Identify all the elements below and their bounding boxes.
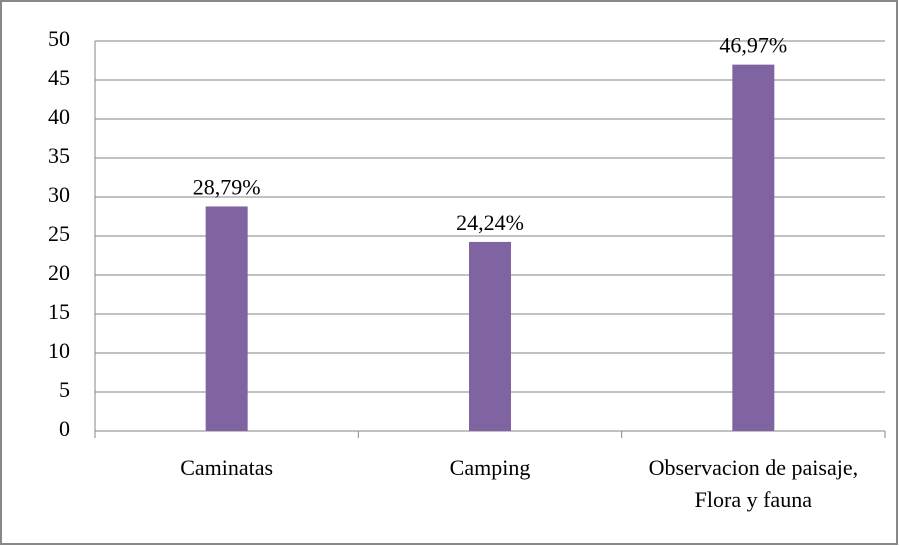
bar — [732, 64, 775, 431]
data-label: 46,97% — [719, 33, 787, 58]
y-tick-label: 5 — [59, 377, 70, 402]
bar — [469, 241, 511, 431]
data-label: 28,79% — [193, 174, 261, 199]
y-tick-label: 35 — [48, 143, 70, 168]
x-tick-label: Camping — [449, 455, 531, 480]
y-tick-label: 45 — [48, 65, 70, 90]
y-tick-label: 40 — [48, 104, 70, 129]
y-tick-label: 10 — [48, 338, 70, 363]
data-label: 24,24% — [456, 210, 524, 235]
y-tick-label: 20 — [48, 260, 70, 285]
x-tick-label: Observacion de paisaje, Flora y fauna — [648, 455, 859, 512]
y-tick-label: 0 — [59, 416, 70, 441]
y-tick-label: 50 — [48, 26, 70, 51]
bar — [205, 206, 248, 431]
y-tick-label: 25 — [48, 221, 70, 246]
y-tick-label: 30 — [48, 182, 70, 207]
x-tick-label: Caminatas — [180, 455, 274, 480]
y-tick-label: 15 — [48, 299, 70, 324]
